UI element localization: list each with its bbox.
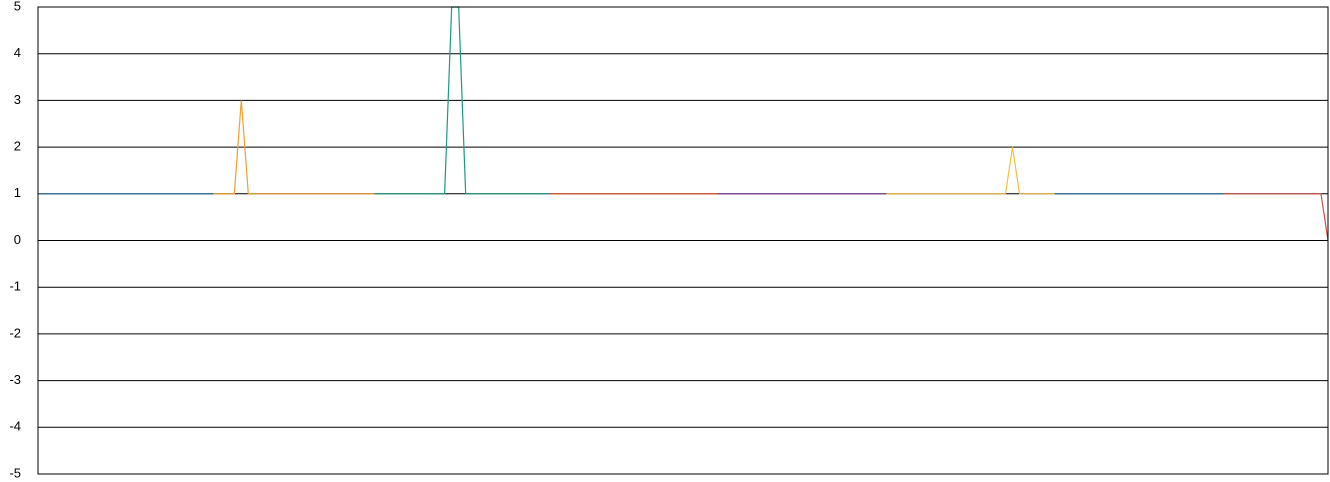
- y-tick-label: -3: [9, 372, 21, 387]
- y-tick-label: 5: [14, 0, 21, 13]
- series-line: [886, 147, 1055, 195]
- lines: [38, 6, 1329, 241]
- y-tick-label: -4: [9, 419, 21, 434]
- y-tick-label: 2: [14, 139, 21, 154]
- plot-frame: [37, 6, 1329, 475]
- y-tick-label: 3: [14, 92, 21, 107]
- series-line: [1222, 193, 1329, 241]
- y-tick-label: 0: [14, 232, 21, 247]
- y-tick-label: -5: [9, 465, 21, 480]
- y-tick-label: -1: [9, 279, 21, 294]
- grid: [38, 6, 1328, 475]
- y-tick-label: 4: [14, 45, 21, 60]
- y-tick-label: -2: [9, 325, 21, 340]
- y-tick-label: 1: [14, 185, 21, 200]
- series-line: [213, 100, 375, 195]
